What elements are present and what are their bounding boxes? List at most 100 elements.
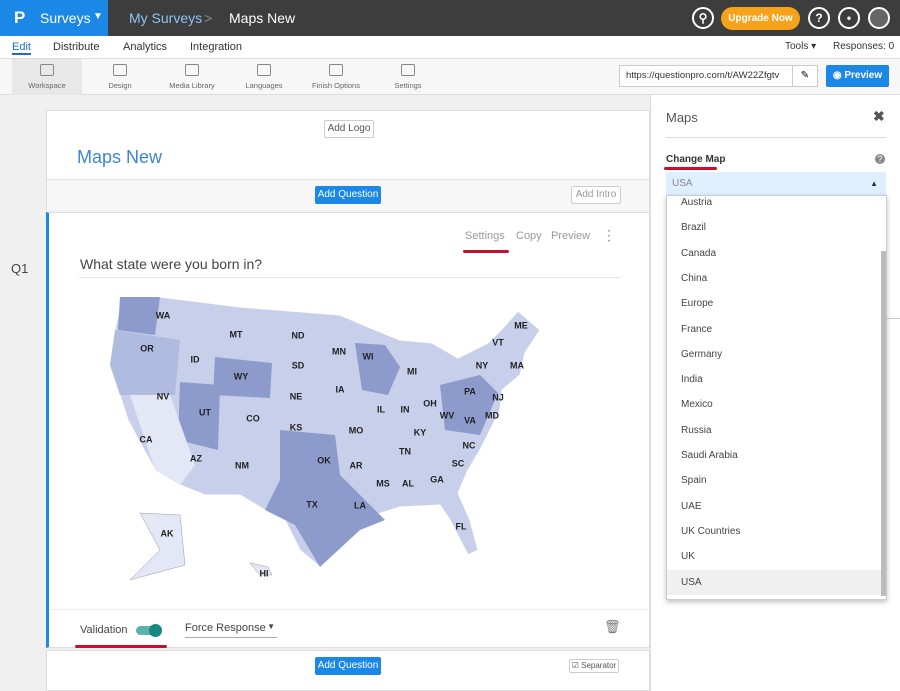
map-option[interactable]: India: [681, 374, 703, 386]
state-label: NV: [157, 391, 170, 401]
map-select[interactable]: USA ▲: [666, 172, 886, 195]
state-label: MD: [485, 410, 499, 420]
map-option[interactable]: UAE: [681, 500, 702, 512]
state-label: SD: [292, 360, 305, 370]
add-intro[interactable]: Add Intro: [571, 186, 621, 204]
toolbar-label: Languages: [245, 81, 283, 90]
map-option[interactable]: Spain: [681, 475, 707, 487]
region: [440, 375, 498, 435]
state-label: ME: [514, 320, 528, 330]
map-option[interactable]: Mexico: [681, 399, 713, 411]
state-label: TN: [399, 446, 411, 456]
map-option[interactable]: France: [681, 323, 713, 335]
state-label: IA: [336, 384, 346, 394]
delete-icon[interactable]: 🗑: [604, 619, 621, 634]
map-option[interactable]: UK Countries: [681, 525, 741, 537]
brand-menu[interactable]: P Surveys ▼: [0, 0, 108, 36]
dropdown-list: Austria Brazil Canada China Europe France Germ…: [666, 195, 887, 600]
more-menu[interactable]: ⋮: [602, 227, 616, 243]
url-field[interactable]: https://questionpro.com/t/AW22Zfgtv: [619, 65, 793, 87]
toolbar-item[interactable]: Settings: [373, 59, 443, 95]
state-label: OK: [317, 455, 331, 465]
add-question[interactable]: Add Question: [315, 657, 381, 675]
map-option[interactable]: UK: [681, 551, 695, 563]
help-icon[interactable]: ?: [808, 7, 830, 29]
state-label: ND: [292, 330, 305, 340]
breadcrumb[interactable]: My Surveys: [129, 10, 203, 26]
state-label: SC: [452, 458, 465, 468]
region: [130, 395, 195, 485]
force-response[interactable]: Force Response ▼: [185, 622, 277, 638]
toolbar-label: Settings: [394, 81, 422, 90]
question-action[interactable]: Copy: [516, 230, 542, 242]
state-label: ID: [191, 354, 201, 364]
preview-button[interactable]: ◉ Preview: [826, 65, 889, 87]
toolbar-item[interactable]: Finish Options: [301, 59, 371, 95]
add-logo[interactable]: Add Logo: [324, 120, 374, 138]
edit-url[interactable]: ✎: [792, 65, 818, 87]
nav-tab[interactable]: Analytics: [123, 41, 168, 53]
toolbar: Workspace Design Media Library Languages Fin…: [0, 59, 900, 95]
state-label: CO: [246, 413, 260, 423]
breadcrumb: Maps New: [229, 10, 296, 26]
map-option[interactable]: Canada: [681, 247, 717, 259]
scrollbar: [881, 251, 886, 596]
tools-menu[interactable]: Tools ▾: [785, 41, 817, 52]
bell-icon[interactable]: •: [838, 7, 860, 29]
map-option[interactable]: Europe: [681, 298, 714, 310]
nav-tab[interactable]: Edit: [12, 41, 31, 55]
state-label: NJ: [492, 392, 504, 402]
state-label: MA: [510, 360, 524, 370]
state-label: PA: [464, 386, 476, 396]
state-label: IN: [401, 404, 410, 414]
force-response-label: Force Response: [185, 622, 266, 634]
search-icon[interactable]: ⚲: [692, 7, 714, 29]
region: [178, 382, 220, 450]
separator-button[interactable]: ☑ Separator: [569, 659, 619, 673]
map-option[interactable]: Saudi Arabia: [681, 450, 738, 461]
question-text: What state were you born in?: [80, 256, 263, 272]
map-option[interactable]: Brazil: [681, 222, 707, 234]
map-option[interactable]: China: [681, 272, 708, 284]
us-map[interactable]: WA MT ND MN WI MI ME VT NY MA OR ID SD WY NE IA IL IN OH PA…: [100, 285, 550, 585]
question-action[interactable]: Settings: [465, 230, 505, 242]
state-label: UT: [199, 407, 211, 417]
add-question[interactable]: Add Question: [315, 186, 381, 204]
separator-label: Separator: [581, 661, 617, 670]
toolbar-label: Finish Options: [312, 81, 360, 90]
toolbar-icon: [113, 64, 127, 76]
question-action[interactable]: Preview: [551, 230, 591, 242]
logo: P: [14, 8, 26, 27]
toolbar-item[interactable]: Languages: [229, 59, 299, 95]
toolbar-icon: [40, 64, 54, 76]
map-option[interactable]: Germany: [681, 348, 723, 360]
divider: [887, 318, 900, 319]
toolbar-icon: [257, 64, 271, 76]
toolbar-icon: [401, 64, 415, 76]
nav-tab[interactable]: Integration: [190, 41, 242, 53]
divider: [666, 137, 886, 138]
footer-card: Add Question ☑ Separator: [46, 650, 650, 691]
state-label: NM: [235, 460, 249, 470]
upgrade-button[interactable]: Upgrade Now: [721, 7, 800, 30]
validation-toggle[interactable]: [136, 624, 162, 637]
nav-tab[interactable]: Distribute: [53, 41, 100, 53]
state-label: TX: [306, 499, 318, 509]
toolbar-label: Workspace: [28, 81, 66, 90]
map-option[interactable]: Russia: [681, 424, 712, 436]
state-label: WV: [440, 410, 455, 420]
map-option[interactable]: Austria: [681, 197, 713, 208]
preview-label: Preview: [844, 70, 883, 81]
close-icon[interactable]: ✖: [873, 108, 885, 124]
highlight: [664, 167, 717, 170]
caret: ▼: [93, 11, 103, 22]
avatar[interactable]: [868, 7, 890, 29]
toolbar-item[interactable]: Workspace: [12, 59, 82, 95]
help-icon[interactable]: ?: [875, 154, 885, 164]
toolbar-item[interactable]: Media Library: [157, 59, 227, 95]
toolbar-item[interactable]: Design: [85, 59, 155, 95]
state-label: MO: [349, 425, 364, 435]
state-label: AR: [350, 460, 363, 470]
map-option[interactable]: USA: [667, 569, 881, 595]
validation-label: Validation: [80, 624, 128, 636]
